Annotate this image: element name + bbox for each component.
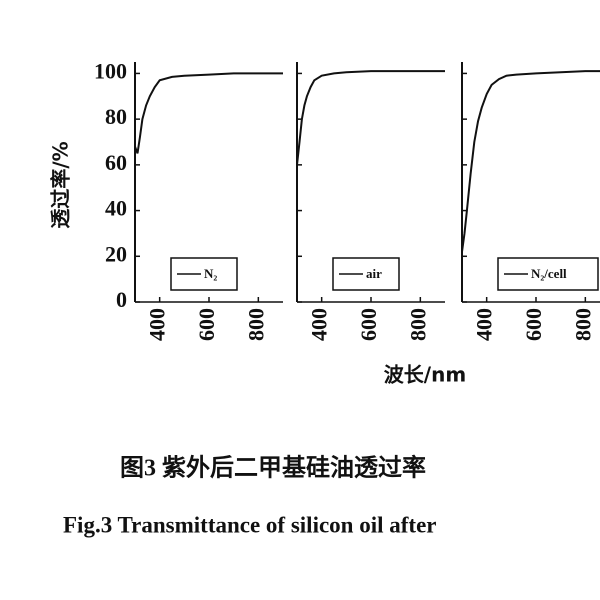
legend-label: air	[366, 266, 382, 281]
y-tick-label: 0	[116, 287, 127, 312]
caption-en: Fig.3 Transmittance of silicon oil after	[63, 512, 436, 537]
x-axis-label: 波长/nm	[384, 363, 466, 387]
legend-label: N₂/cell	[531, 266, 567, 281]
data-line	[134, 72, 283, 154]
x-tick-label: 600	[356, 308, 381, 341]
y-tick-label: 60	[105, 150, 127, 175]
x-tick-label: 600	[194, 308, 219, 341]
x-tick-label: 400	[145, 308, 170, 341]
caption-zh: 图3 紫外后二甲基硅油透过率	[120, 454, 426, 482]
x-tick-label: 600	[521, 308, 546, 341]
y-tick-label: 40	[105, 196, 127, 221]
x-tick-label: 800	[570, 308, 595, 341]
data-line	[461, 70, 600, 252]
y-tick-label: 80	[105, 104, 127, 129]
legend-box	[332, 257, 400, 291]
data-line	[296, 70, 445, 166]
x-tick-label: 400	[472, 308, 497, 341]
y-axis-label: 透过率/%	[49, 141, 73, 228]
legend-label: N₂	[204, 266, 217, 281]
legend-box	[497, 257, 599, 291]
y-tick-label: 100	[94, 58, 127, 83]
x-tick-label: 400	[307, 308, 332, 341]
x-tick-label: 800	[243, 308, 268, 341]
y-tick-label: 20	[105, 241, 127, 266]
x-tick-label: 800	[405, 308, 430, 341]
